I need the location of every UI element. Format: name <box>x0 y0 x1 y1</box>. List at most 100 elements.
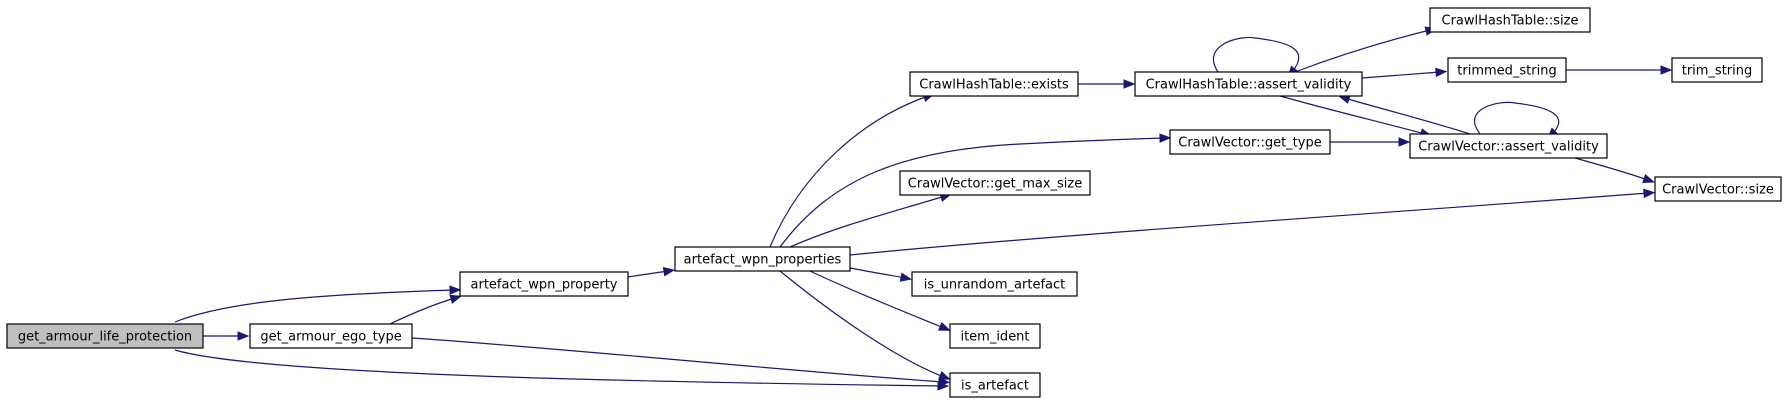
node-box <box>1409 133 1608 159</box>
edge-cvav-to-cvsz <box>1574 157 1655 183</box>
edge-line <box>1344 97 1471 135</box>
node-box <box>909 71 1079 97</box>
edge-line <box>779 270 945 378</box>
edges-layer <box>174 26 1673 391</box>
edge-awps-to-cvsz <box>849 188 1656 256</box>
edge-line <box>389 297 456 325</box>
edge-gaet-to-awp1 <box>389 294 463 325</box>
node-box <box>911 271 1078 297</box>
node-label: is_artefact <box>961 379 1029 394</box>
arrowhead-icon <box>1643 188 1656 199</box>
edge-tstr-to-trim <box>1566 65 1673 75</box>
node-label: trimmed_string <box>1457 64 1556 79</box>
arrowhead-icon <box>449 294 463 304</box>
node-label: CrawlHashTable::assert_validity <box>1146 78 1352 93</box>
edge-line <box>849 267 906 279</box>
edge-root-to-iart <box>174 349 950 391</box>
edge-line <box>1279 95 1426 135</box>
node-iart[interactable]: is_artefact <box>949 372 1041 398</box>
node-label: trim_string <box>1682 64 1753 79</box>
node-label: CrawlVector::assert_validity <box>1418 140 1599 155</box>
edge-line <box>789 195 946 248</box>
edge-line <box>174 289 455 323</box>
node-cvgm[interactable]: CrawlVector::get_max_size <box>899 170 1091 196</box>
edge-root-to-gaet <box>203 331 250 341</box>
node-box <box>899 170 1091 196</box>
nodes-layer: get_armour_life_protection artefact_wpn_p… <box>6 7 1782 398</box>
node-label: CrawlHashTable::exists <box>919 78 1069 93</box>
edge-line <box>1574 157 1649 181</box>
node-box <box>459 271 629 297</box>
edge-root-to-awp1 <box>174 285 462 323</box>
edge-line <box>1473 101 1560 135</box>
arrowhead-icon <box>1642 174 1655 183</box>
edge-awps-to-iart <box>779 270 951 380</box>
node-label: artefact_wpn_properties <box>684 253 842 268</box>
node-cvgt[interactable]: CrawlVector::get_type <box>1169 129 1331 155</box>
node-chav[interactable]: CrawlHashTable::assert_validity <box>1134 71 1363 97</box>
node-label: CrawlVector::get_type <box>1178 136 1321 151</box>
node-box <box>949 323 1041 349</box>
node-trim[interactable]: trim_string <box>1671 57 1763 83</box>
arrowhead-icon <box>1159 133 1172 143</box>
edge-chav-to-tstr <box>1361 67 1448 79</box>
node-cvsz[interactable]: CrawlVector::size <box>1654 176 1782 202</box>
node-chex[interactable]: CrawlHashTable::exists <box>909 71 1079 97</box>
node-label: artefact_wpn_property <box>471 278 618 293</box>
edge-chex-to-chav <box>1078 79 1136 89</box>
node-label: CrawlHashTable::size <box>1442 14 1579 29</box>
node-gaet[interactable]: get_armour_ego_type <box>249 323 413 349</box>
edge-chav-to-chsz <box>1294 26 1438 73</box>
node-box <box>674 246 851 272</box>
node-iuna[interactable]: is_unrandom_artefact <box>911 271 1078 297</box>
arrowhead-icon <box>938 370 951 380</box>
edge-chav-to-chav <box>1212 36 1300 78</box>
edge-line <box>769 95 929 248</box>
node-awps[interactable]: artefact_wpn_properties <box>674 246 851 272</box>
edge-line <box>809 270 945 329</box>
node-box <box>6 323 204 349</box>
node-chsz[interactable]: CrawlHashTable::size <box>1429 7 1591 33</box>
edge-awps-to-cvgt <box>779 133 1172 248</box>
edge-awps-to-iid <box>809 270 951 331</box>
arrowhead-icon <box>1398 137 1411 147</box>
arrowhead-icon <box>449 285 462 295</box>
node-iid[interactable]: item_ident <box>949 323 1041 349</box>
node-tstr[interactable]: trimmed_string <box>1447 57 1567 83</box>
node-box <box>249 323 413 349</box>
arrowhead-icon <box>1435 67 1448 78</box>
node-box <box>1654 176 1782 202</box>
edge-line <box>627 270 669 278</box>
node-label: get_armour_ego_type <box>260 330 401 345</box>
arrowhead-icon <box>237 331 250 341</box>
edge-line <box>1212 36 1300 73</box>
node-box <box>1134 71 1363 97</box>
arrowhead-icon <box>662 267 676 277</box>
edge-awp1-to-awps <box>627 267 676 278</box>
node-root[interactable]: get_armour_life_protection <box>6 323 204 349</box>
node-box <box>949 372 1041 398</box>
edge-cvav-to-cvav <box>1473 101 1560 140</box>
edge-gaet-to-iart <box>411 337 951 387</box>
arrowhead-icon <box>1123 79 1136 89</box>
node-box <box>1429 7 1591 33</box>
edge-awps-to-iuna <box>849 267 913 282</box>
edge-awps-to-cvgm <box>789 192 953 248</box>
edge-line <box>1361 71 1441 79</box>
edge-line <box>411 337 944 383</box>
node-label: CrawlVector::size <box>1662 183 1774 198</box>
edge-line <box>849 192 1649 256</box>
node-label: CrawlVector::get_max_size <box>908 177 1082 192</box>
node-label: item_ident <box>960 330 1029 345</box>
node-box <box>1671 57 1763 83</box>
node-cvav[interactable]: CrawlVector::assert_validity <box>1409 133 1608 159</box>
arrowhead-icon <box>899 272 913 282</box>
arrowhead-icon <box>938 321 951 331</box>
edge-line <box>1294 29 1431 73</box>
node-box <box>1447 57 1567 83</box>
edge-cvgt-to-cvav <box>1330 137 1411 147</box>
node-awp1[interactable]: artefact_wpn_property <box>459 271 629 297</box>
node-box <box>1169 129 1331 155</box>
node-label: get_armour_life_protection <box>18 330 192 345</box>
